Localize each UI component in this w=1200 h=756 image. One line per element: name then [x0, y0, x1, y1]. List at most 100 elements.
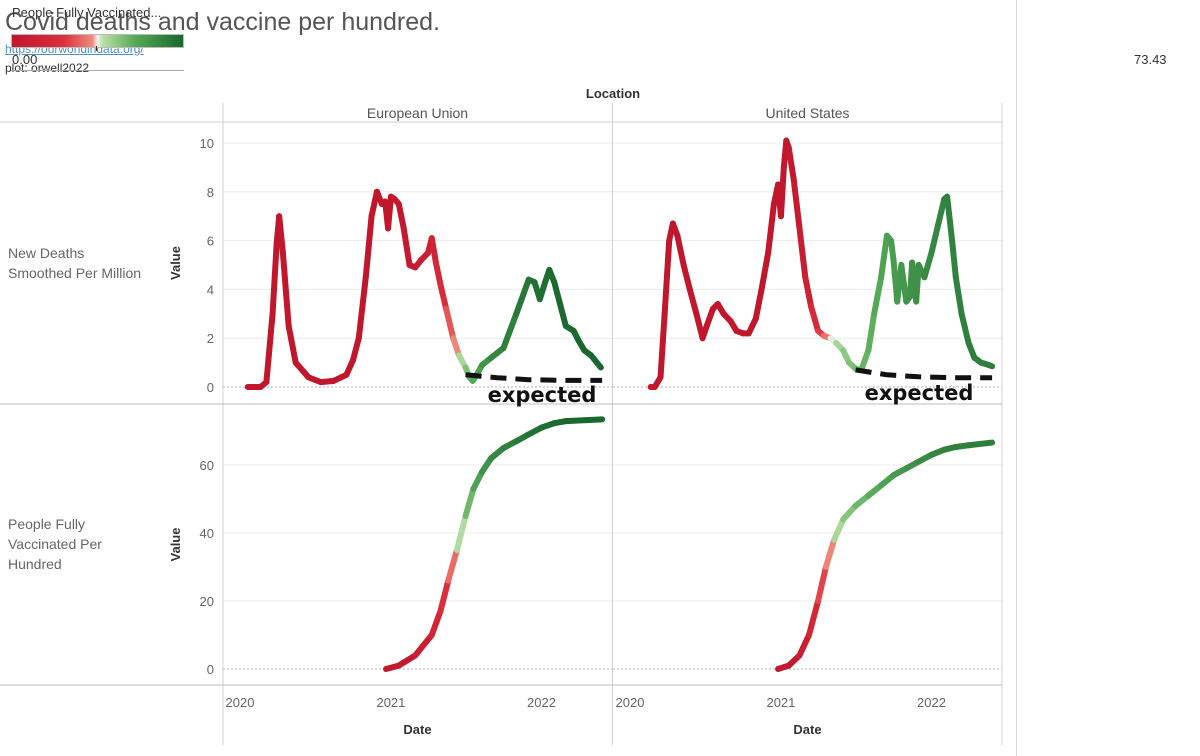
panel-deaths-eu: [244, 188, 604, 390]
x-tick-label: 2020: [226, 695, 255, 710]
row-label-line: Smoothed Per Million: [8, 265, 141, 281]
panel-vaccinated-us: [775, 439, 996, 672]
credit-text: plot: orwell2022: [5, 61, 90, 75]
y-tick-label: 60: [200, 458, 214, 473]
series-segment: [958, 310, 972, 347]
series-segment: [822, 536, 838, 570]
series-segment: [765, 201, 777, 256]
series-segment: [350, 335, 362, 364]
series-segment: [703, 305, 716, 329]
x-axis-title: Date: [403, 722, 431, 737]
series-segment: [802, 274, 815, 310]
expected-dashed-line: [465, 372, 603, 383]
series-segment: [551, 279, 564, 308]
series-segment: [796, 225, 809, 281]
series-segment: [557, 301, 569, 329]
series-segment: [400, 225, 413, 268]
y-axis-title: Value: [168, 528, 183, 562]
expected-dashed-line: [855, 367, 993, 381]
series-segment: [878, 232, 890, 281]
series-segment: [785, 144, 797, 183]
series-segment: [686, 286, 700, 317]
gridlines: [223, 142, 1002, 670]
series-segment: [443, 305, 457, 342]
column-header-title: Location: [586, 86, 640, 101]
series-segment: [898, 262, 910, 305]
row-label-line: New Deaths: [8, 245, 84, 261]
y-tick-label: 0: [207, 662, 214, 677]
series-segment: [808, 303, 822, 334]
series-segment: [680, 262, 693, 293]
series-segment: [263, 310, 276, 386]
series-segment: [949, 237, 959, 281]
series-segment: [805, 598, 822, 638]
legend-title[interactable]: People Fully Vaccinated...: [12, 5, 162, 20]
expected-annotation: expected: [488, 383, 597, 407]
y-tick-label: 4: [207, 282, 214, 297]
series-segment: [831, 516, 847, 543]
column-header-eu: European Union: [367, 105, 468, 121]
series-segment: [470, 468, 486, 492]
expected-annotation: expected: [865, 381, 974, 405]
series-segment: [944, 193, 956, 244]
series-segment: [952, 274, 965, 317]
series-segment: [858, 347, 872, 373]
x-axis-title: Date: [793, 722, 821, 737]
series-segment: [279, 249, 292, 329]
y-tick-label: 6: [207, 234, 214, 249]
row-label-line: Vaccinated Per: [8, 536, 102, 552]
series-segment: [412, 632, 435, 659]
series-segment: [934, 196, 948, 232]
series-segment: [432, 259, 444, 288]
panel-frame: [0, 103, 1003, 745]
legend-mid-tick: [96, 46, 97, 51]
series-segment: [865, 310, 878, 354]
chart-title: Covid deaths and vaccine per hundred.: [5, 8, 441, 36]
series-segment: [928, 225, 941, 256]
panel-vaccinated-eu: [382, 416, 606, 672]
x-tick-label: 2020: [616, 695, 645, 710]
series-segment: [445, 547, 460, 584]
series-segment: [758, 249, 772, 293]
x-tick-label: 2022: [917, 695, 946, 710]
series-layer: [244, 137, 996, 672]
series-segment: [657, 310, 668, 381]
row-label-line: Hundred: [8, 556, 62, 572]
series-segment: [292, 359, 312, 381]
y-tick-label: 10: [200, 136, 214, 151]
x-tick-label: 2021: [376, 695, 405, 710]
series-segment: [428, 608, 444, 638]
series-segment: [777, 164, 787, 220]
series-segment: [276, 213, 286, 256]
y-tick-label: 0: [207, 380, 214, 395]
series-segment: [575, 416, 606, 424]
series-segment: [355, 274, 369, 342]
x-tick-label: 2021: [766, 695, 795, 710]
series-segment: [428, 235, 439, 266]
series-segment: [871, 274, 885, 317]
series-segment: [462, 485, 477, 519]
legend-min-label: 0.00: [12, 52, 38, 67]
column-header-us: United States: [765, 105, 849, 121]
series-segment: [437, 577, 452, 615]
series-segment: [840, 502, 859, 523]
x-tick-label: 2022: [527, 695, 556, 710]
series-segment: [661, 237, 673, 317]
legend-color-ramp: [11, 34, 184, 48]
series-segment: [587, 352, 604, 371]
legend-underline: [11, 70, 184, 71]
series-segment: [888, 237, 897, 264]
series-segment: [385, 193, 394, 232]
series-segment: [362, 213, 375, 281]
series-segment: [965, 439, 996, 449]
y-tick-label: 40: [200, 526, 214, 541]
color-legend-panel: [1016, 0, 1200, 756]
series-segment: [985, 362, 996, 370]
series-segment: [921, 249, 935, 281]
chart-area: Location European Union United States New D…: [0, 86, 1003, 745]
panel-deaths-us: [647, 137, 996, 390]
legend-max-label: 73.43: [1134, 52, 1167, 67]
row-label-line: People Fully: [8, 516, 85, 532]
series-segment: [450, 335, 462, 359]
series-segment: [269, 240, 280, 317]
